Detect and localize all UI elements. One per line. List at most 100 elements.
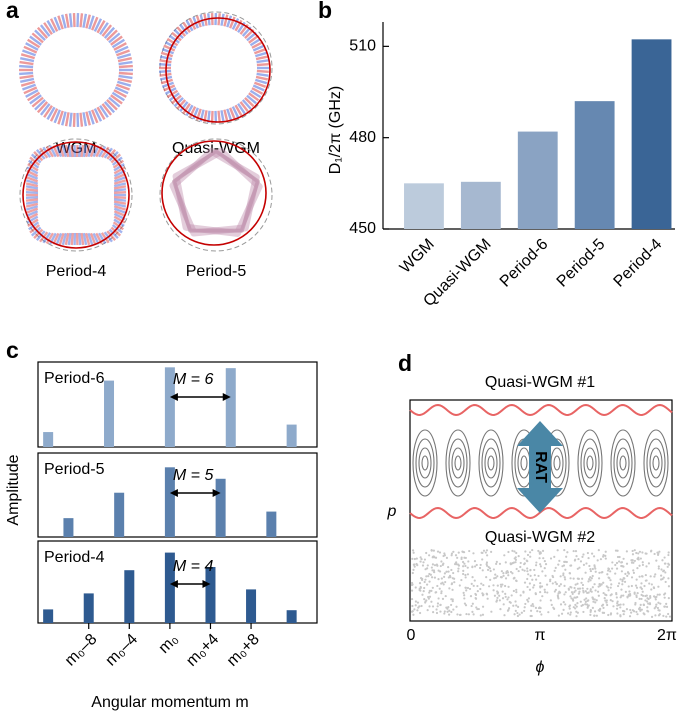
chaos-dot (641, 551, 644, 554)
mode-pattern (169, 147, 260, 237)
chaos-dot (425, 583, 429, 586)
chaos-dot (615, 596, 618, 599)
orbit (478, 429, 504, 497)
chaos-dot (648, 582, 651, 585)
chaos-dot (472, 613, 475, 616)
chaos-dot (468, 587, 472, 591)
chaos-dot (556, 595, 560, 598)
chaos-dot (616, 612, 619, 615)
chaos-dot (641, 561, 644, 564)
chaos-dot (637, 552, 640, 555)
chaos-dot (631, 553, 635, 556)
chaos-dot (523, 557, 526, 560)
chaos-dot (512, 604, 515, 607)
chaos-dot (624, 572, 627, 575)
chaos-dot (562, 574, 565, 577)
chaos-dot (457, 567, 460, 570)
chaos-dot (484, 551, 487, 554)
mode-stripe (57, 110, 64, 125)
chaos-dot (462, 565, 465, 568)
chaos-dot (431, 563, 435, 566)
bar (246, 589, 257, 623)
chaos-dot (533, 568, 536, 572)
mode-stripe (82, 112, 88, 127)
mode-stripe (118, 74, 133, 80)
bar (517, 131, 558, 229)
chaos-dot (524, 602, 527, 606)
chaos-dot (617, 560, 621, 563)
mode-stripe (113, 205, 127, 211)
chaos-dot (635, 610, 638, 614)
orbit (613, 438, 633, 488)
chaos-dot (420, 604, 423, 608)
chaos-dot (515, 567, 518, 571)
chaos-dot (479, 614, 482, 617)
chaos-dot (535, 578, 538, 581)
chaos-dot (442, 583, 445, 586)
dashed-circle (19, 138, 133, 252)
chaos-dot (500, 585, 503, 588)
bar (404, 183, 444, 229)
chaos-dot (657, 609, 660, 612)
chaos-dot (614, 563, 617, 567)
chaos-dot (539, 565, 543, 568)
chaos-dot (504, 595, 507, 598)
chaos-dot (444, 580, 447, 584)
chaos-dot (641, 590, 644, 593)
chaos-dot (557, 563, 560, 566)
chaos-dot (523, 609, 526, 613)
chaos-dot (414, 604, 417, 607)
mode-stripe (228, 107, 236, 120)
annotation: M = 6 (173, 371, 214, 388)
chaos-dot (663, 556, 666, 559)
chaos-dot (529, 555, 532, 558)
chaos-dot (485, 576, 488, 579)
mode-stripe (20, 80, 35, 87)
chaos-dot (564, 603, 567, 606)
chaos-dot (526, 553, 530, 557)
mode-stripe (182, 21, 191, 34)
chaos-dot (576, 602, 579, 605)
chaos-dot (530, 604, 533, 607)
mode-stripe (113, 176, 127, 183)
chaos-dot (576, 595, 579, 599)
chaos-dot (589, 609, 592, 612)
chaos-dot (440, 560, 443, 563)
mode-stripe (25, 42, 39, 51)
chaos-dot (528, 551, 532, 554)
mode-stripe (226, 15, 233, 28)
chaos-dot (632, 610, 636, 613)
mode-stripe (25, 188, 39, 192)
chaos-dot (565, 555, 568, 558)
mode-label: Quasi-WGM #2 (485, 529, 595, 546)
chaos-dot (473, 579, 476, 582)
chaos-dot (533, 574, 536, 577)
chaos-dot (507, 607, 511, 610)
mode-stripe (29, 35, 42, 46)
mode-stripe (84, 144, 91, 158)
chaos-dot (471, 602, 474, 605)
chaos-dot (539, 582, 542, 585)
bar (266, 511, 277, 537)
mode-stripe (171, 94, 182, 105)
chaos-dot (656, 606, 660, 610)
chaos-dot (447, 570, 450, 573)
chaos-dot (413, 563, 416, 566)
bar (124, 570, 135, 623)
x-axis-label: Angular momentum m (91, 694, 248, 711)
chaos-dot (543, 567, 546, 570)
chaos-dot (601, 571, 604, 574)
orbit (487, 455, 495, 471)
chaos-dot (435, 611, 439, 615)
mode-stripe (108, 96, 121, 108)
mode-stripe (113, 42, 127, 51)
chaos-dot (507, 585, 510, 588)
chaos-dot (514, 600, 517, 603)
chaos-dot (625, 562, 629, 565)
chaos-dot (412, 613, 415, 616)
mode-stripe (25, 202, 39, 208)
mode-stripe (25, 179, 39, 185)
chaos-dot (462, 572, 465, 576)
chaos-dot (541, 595, 544, 598)
chaos-dot (644, 552, 647, 555)
